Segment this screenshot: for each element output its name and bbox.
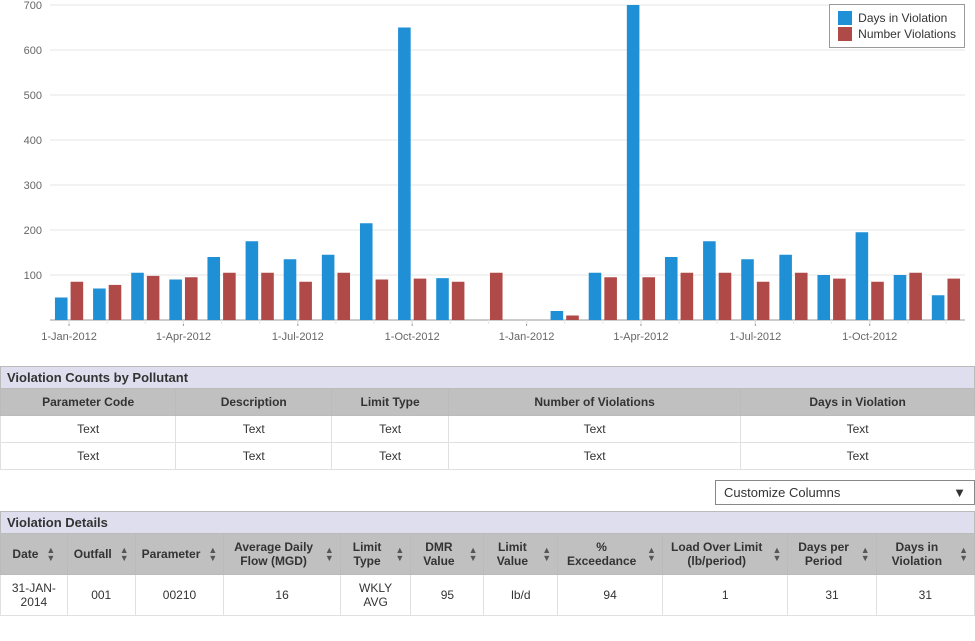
- details-section-title: Violation Details: [0, 511, 975, 533]
- svg-text:200: 200: [24, 225, 42, 237]
- table-cell: Text: [332, 416, 449, 443]
- table-cell: Text: [741, 416, 975, 443]
- table-cell: Text: [449, 443, 741, 470]
- legend-item-days: Days in Violation: [838, 11, 956, 25]
- table-cell: 31: [788, 575, 876, 616]
- pollutant-col-header: Number of Violations: [449, 389, 741, 416]
- chevron-down-icon: ▼: [953, 485, 966, 500]
- table-cell: Text: [1, 443, 176, 470]
- details-col-header[interactable]: Load Over Limit (lb/period) ▲▼: [662, 534, 787, 575]
- table-cell: Text: [449, 416, 741, 443]
- svg-text:100: 100: [24, 270, 42, 282]
- chart-legend: Days in Violation Number Violations: [829, 4, 965, 48]
- table-cell: lb/d: [484, 575, 558, 616]
- details-col-header[interactable]: DMR Value ▲▼: [411, 534, 484, 575]
- details-col-header[interactable]: Days in Violation ▲▼: [876, 534, 974, 575]
- table-cell: 95: [411, 575, 484, 616]
- svg-text:700: 700: [24, 0, 42, 12]
- table-row: 31-JAN-20140010021016WKLY AVG95lb/d94131…: [1, 575, 975, 616]
- pollutant-col-header: Days in Violation: [741, 389, 975, 416]
- col-label: Parameter: [142, 547, 201, 561]
- details-col-header[interactable]: Outfall ▲▼: [67, 534, 135, 575]
- details-col-header[interactable]: Days per Period ▲▼: [788, 534, 876, 575]
- table-row: TextTextTextTextText: [1, 416, 975, 443]
- table-cell: Text: [332, 443, 449, 470]
- table-cell: Text: [176, 443, 332, 470]
- svg-text:500: 500: [24, 90, 42, 102]
- details-col-header[interactable]: Parameter ▲▼: [135, 534, 224, 575]
- legend-swatch-number: [838, 27, 852, 41]
- table-cell: WKLY AVG: [340, 575, 410, 616]
- sort-icon[interactable]: ▲▼: [325, 546, 334, 562]
- svg-text:1-Jan-2012: 1-Jan-2012: [41, 331, 97, 343]
- pollutant-col-header: Description: [176, 389, 332, 416]
- svg-text:1-Jan-2012: 1-Jan-2012: [499, 331, 555, 343]
- svg-text:1-Apr-2012: 1-Apr-2012: [613, 331, 668, 343]
- table-cell: 16: [224, 575, 341, 616]
- svg-text:1-Jul-2012: 1-Jul-2012: [729, 331, 781, 343]
- details-col-header[interactable]: Average Daily Flow (MGD) ▲▼: [224, 534, 341, 575]
- sort-icon[interactable]: ▲▼: [959, 546, 968, 562]
- col-label: % Exceedance: [564, 540, 639, 568]
- details-col-header[interactable]: Limit Type ▲▼: [340, 534, 410, 575]
- svg-text:1-Oct-2012: 1-Oct-2012: [385, 331, 440, 343]
- table-cell: 94: [558, 575, 663, 616]
- table-cell: 31-JAN-2014: [1, 575, 68, 616]
- details-table: Date▲▼Outfall▲▼Parameter▲▼Average Daily …: [0, 533, 975, 616]
- svg-text:300: 300: [24, 180, 42, 192]
- svg-text:600: 600: [24, 45, 42, 57]
- customize-columns-dropdown[interactable]: Customize Columns ▼: [715, 480, 975, 505]
- pollutant-section-title: Violation Counts by Pollutant: [0, 366, 975, 388]
- legend-item-number: Number Violations: [838, 27, 956, 41]
- col-label: Limit Value: [490, 540, 534, 568]
- table-cell: Text: [1, 416, 176, 443]
- col-label: Outfall: [74, 547, 112, 561]
- sort-icon[interactable]: ▲▼: [861, 546, 870, 562]
- pollutant-table: Parameter CodeDescriptionLimit TypeNumbe…: [0, 388, 975, 470]
- sort-icon[interactable]: ▲▼: [647, 546, 656, 562]
- legend-label-days: Days in Violation: [858, 11, 947, 25]
- sort-icon[interactable]: ▲▼: [208, 546, 217, 562]
- pollutant-col-header: Parameter Code: [1, 389, 176, 416]
- col-label: DMR Value: [417, 540, 460, 568]
- table-cell: 00210: [135, 575, 224, 616]
- sort-icon[interactable]: ▲▼: [469, 546, 478, 562]
- customize-row: Customize Columns ▼: [0, 480, 975, 505]
- customize-columns-label: Customize Columns: [724, 485, 840, 500]
- svg-text:1-Oct-2012: 1-Oct-2012: [842, 331, 897, 343]
- table-cell: Text: [741, 443, 975, 470]
- legend-label-number: Number Violations: [858, 27, 956, 41]
- table-cell: Text: [176, 416, 332, 443]
- svg-text:1-Apr-2012: 1-Apr-2012: [156, 331, 211, 343]
- col-label: Days per Period: [794, 540, 852, 568]
- svg-text:400: 400: [24, 135, 42, 147]
- col-label: Average Daily Flow (MGD): [230, 540, 317, 568]
- sort-icon[interactable]: ▲▼: [542, 546, 551, 562]
- table-cell: 1: [662, 575, 787, 616]
- details-col-header[interactable]: % Exceedance ▲▼: [558, 534, 663, 575]
- table-cell: 001: [67, 575, 135, 616]
- table-row: TextTextTextTextText: [1, 443, 975, 470]
- chart-svg: 100 200 300 400 500 600 700 1-Jan-2012 1-Apr-201…: [0, 0, 975, 360]
- col-label: Load Over Limit (lb/period): [669, 540, 765, 568]
- details-col-header[interactable]: Limit Value ▲▼: [484, 534, 558, 575]
- svg-text:1-Jul-2012: 1-Jul-2012: [272, 331, 324, 343]
- sort-icon[interactable]: ▲▼: [772, 546, 781, 562]
- violation-chart: 100 200 300 400 500 600 700 1-Jan-2012 1-Apr-201…: [0, 0, 975, 360]
- sort-icon[interactable]: ▲▼: [395, 546, 404, 562]
- col-label: Limit Type: [347, 540, 388, 568]
- col-label: Date: [12, 547, 38, 561]
- sort-icon[interactable]: ▲▼: [46, 546, 55, 562]
- details-col-header[interactable]: Date ▲▼: [1, 534, 68, 575]
- pollutant-col-header: Limit Type: [332, 389, 449, 416]
- table-cell: 31: [876, 575, 974, 616]
- col-label: Days in Violation: [883, 540, 951, 568]
- sort-icon[interactable]: ▲▼: [120, 546, 129, 562]
- legend-swatch-days: [838, 11, 852, 25]
